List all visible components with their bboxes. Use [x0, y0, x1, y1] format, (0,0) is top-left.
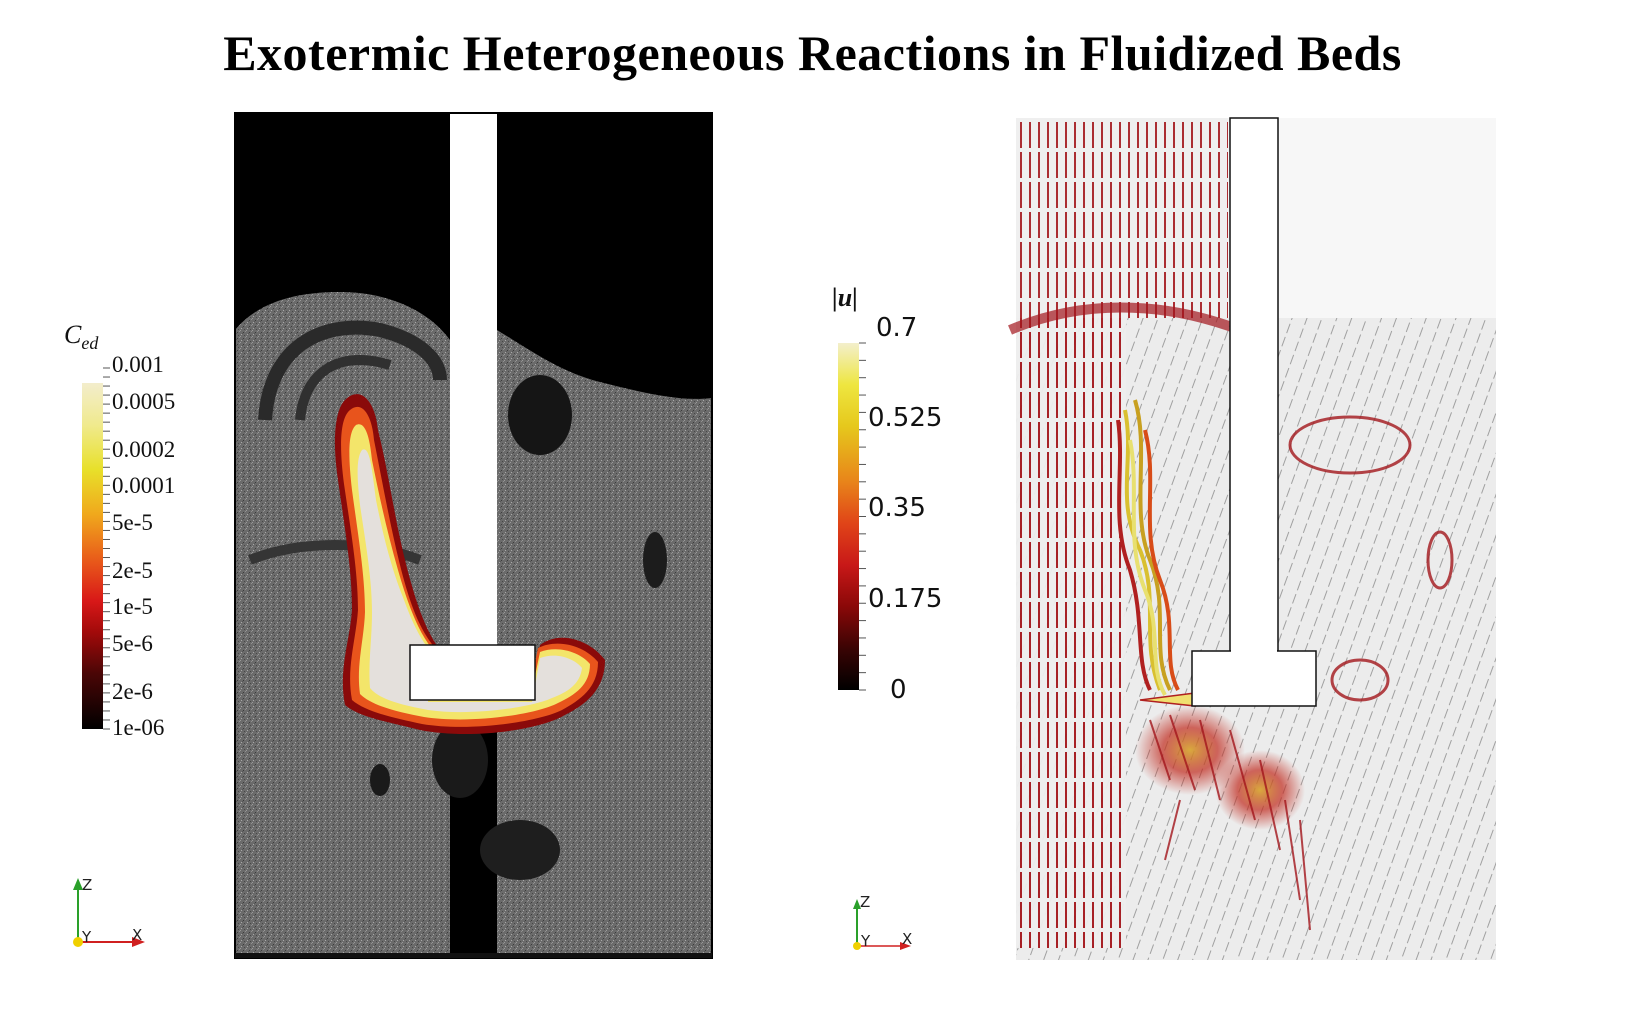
colorbar-ced-label-8: 2e-6	[112, 679, 153, 704]
colorbar-u-gradient	[838, 343, 859, 690]
colorbar-u-label-0: 0.7	[876, 313, 917, 343]
x-axis-label: X	[132, 926, 142, 944]
pipe-foot-join	[1231, 645, 1277, 655]
colorbar-u-ticks	[859, 342, 866, 691]
jet-streak	[1143, 429, 1180, 691]
jet-streak	[1128, 439, 1167, 696]
colorbar-ced-gradient	[82, 383, 103, 729]
colorbar-ced-label-7: 5e-6	[112, 631, 153, 656]
plume-vector	[1169, 714, 1196, 791]
rising-jet-streaks	[1116, 399, 1180, 696]
colorbar-u-label-1: 0.525	[868, 403, 942, 433]
left-wall-red-vectors	[1016, 318, 1126, 948]
right-vortex	[1426, 530, 1454, 590]
colorbar-title-ced: Ced	[64, 320, 99, 353]
left-bubble-arc	[258, 320, 447, 421]
jet-glow	[1215, 750, 1305, 830]
plume-vector	[1299, 819, 1311, 931]
y-axis-label: Y	[81, 928, 92, 946]
left-wall-red-vectors-top	[1016, 118, 1228, 318]
left-dark-bubble	[643, 532, 667, 588]
colorbar-ced-label-2: 0.0002	[112, 437, 175, 462]
lower-plume-vectors	[1149, 714, 1311, 931]
right-vortex	[1330, 658, 1390, 702]
left-dark-bubble	[508, 375, 572, 455]
left-domain-bottom-bar	[235, 953, 712, 958]
left-dark-bubble	[370, 764, 390, 796]
left-injector-foot	[409, 644, 536, 701]
plume-vector	[1229, 729, 1256, 821]
right-vortex	[1288, 415, 1412, 475]
jet-streak	[1133, 399, 1172, 691]
colorbar-u-label-4: 0	[890, 675, 907, 705]
y-axis-dot	[853, 942, 861, 950]
colorbar-ced-label-9: 1e-06	[112, 715, 164, 740]
jet-glow	[1135, 705, 1245, 795]
jet-streak	[1116, 419, 1152, 691]
x-axis-arrowhead	[900, 942, 911, 950]
colorbar-ced-label-4: 5e-5	[112, 510, 153, 535]
colorbar-ced-ticks	[103, 367, 110, 730]
right-axes-triad: Z Y X	[853, 893, 912, 950]
colorbar-title-sub: ed	[81, 333, 99, 353]
right-colorbar: |u| 0.7 0.525 0.35 0.175 0	[832, 283, 942, 705]
plume-vector	[1164, 799, 1181, 861]
plume-vector	[1149, 719, 1171, 781]
colorbar-title-u: |u|	[832, 283, 858, 312]
left-simulation-panel	[234, 112, 713, 959]
colorbar-ced-label-3: 0.0001	[112, 473, 175, 498]
left-dark-bubble	[480, 820, 560, 880]
bed-surface-vectors	[1008, 302, 1242, 335]
right-injector-foot	[1191, 650, 1317, 707]
page-title: Exotermic Heterogeneous Reactions in Flu…	[223, 25, 1402, 81]
plume-vector	[1199, 719, 1221, 801]
z-axis-arrowhead	[853, 899, 861, 909]
colorbar-ced-label-1: 0.0005	[112, 389, 175, 414]
x-axis-label: X	[902, 930, 912, 948]
colorbar-ced-label-5: 2e-5	[112, 558, 153, 583]
colorbar-ced-label-6: 1e-5	[112, 594, 153, 619]
plume-vector	[1259, 759, 1281, 851]
x-axis-arrowhead	[132, 937, 145, 947]
left-colorbar: Ced 0.001 0.0005 0.0002 0.0001 5e-5 2e-5…	[64, 320, 175, 740]
z-axis-label: Z	[82, 876, 92, 894]
left-axes-triad: Z Y X	[73, 876, 145, 947]
colorbar-title-main: C	[64, 320, 82, 349]
jet-streak	[1123, 409, 1162, 691]
plume-vector	[1284, 799, 1301, 901]
colorbar-u-label-3: 0.175	[868, 584, 942, 614]
left-injector-pipe	[450, 113, 497, 645]
right-simulation-panel	[1008, 117, 1496, 960]
colorbar-u-label-2: 0.35	[868, 493, 926, 523]
left-bubble-arc	[295, 355, 392, 421]
z-axis-arrowhead	[73, 878, 83, 890]
z-axis-label: Z	[860, 893, 870, 911]
colorbar-ced-label-0: 0.001	[112, 352, 164, 377]
y-axis-label: Y	[860, 932, 871, 950]
right-injector-pipe	[1229, 117, 1279, 652]
left-dark-bubble	[432, 722, 488, 798]
y-axis-dot	[73, 937, 83, 947]
